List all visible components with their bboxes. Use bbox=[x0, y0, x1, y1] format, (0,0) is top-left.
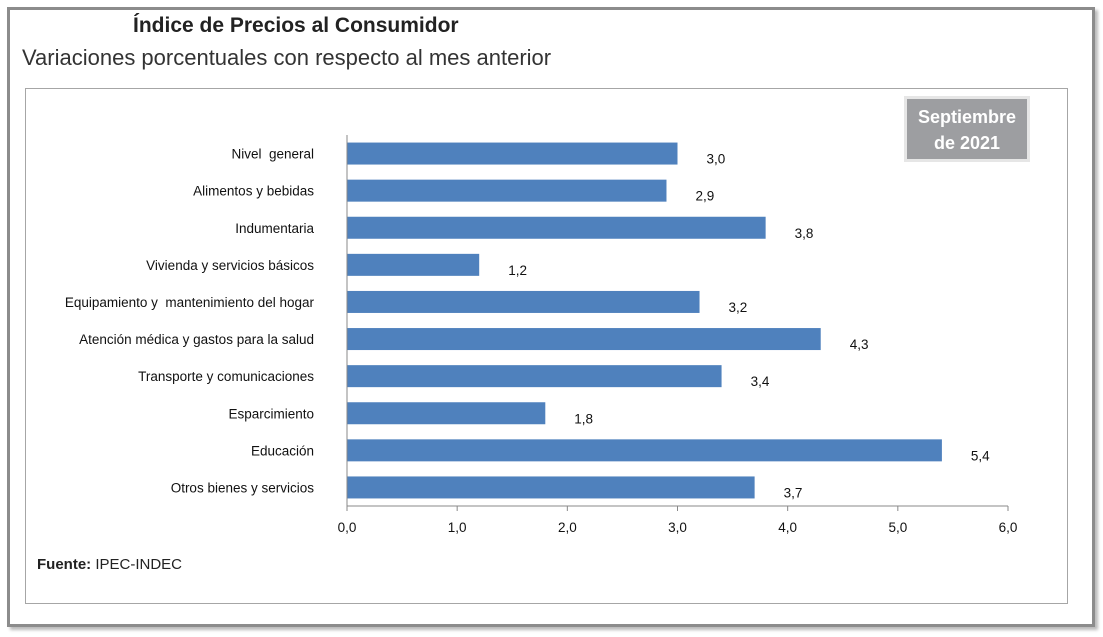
x-tick-label: 5,0 bbox=[888, 520, 907, 535]
date-badge: Septiembre de 2021 bbox=[904, 96, 1030, 162]
category-label: Alimentos y bebidas bbox=[193, 184, 314, 199]
source-label: Fuente: bbox=[37, 556, 92, 573]
data-label: 4,3 bbox=[850, 337, 869, 352]
data-label: 3,7 bbox=[784, 485, 803, 500]
source-value: IPEC-INDEC bbox=[95, 556, 183, 573]
data-label: 1,2 bbox=[508, 263, 527, 278]
category-label: Vivienda y servicios básicos bbox=[146, 258, 314, 273]
x-tick-label: 2,0 bbox=[558, 520, 577, 535]
category-label: Atención médica y gastos para la salud bbox=[79, 332, 314, 347]
x-tick-label: 1,0 bbox=[448, 520, 467, 535]
plot-frame bbox=[25, 88, 1068, 604]
category-label: Nivel general bbox=[231, 147, 314, 162]
data-label: 3,0 bbox=[707, 152, 726, 167]
data-label: 3,8 bbox=[795, 226, 814, 241]
bar bbox=[347, 476, 755, 499]
bar bbox=[347, 253, 480, 276]
chart-title: Índice de Precios al Consumidor bbox=[133, 14, 459, 37]
category-label: Esparcimiento bbox=[228, 406, 314, 421]
chart-subtitle: Variaciones porcentuales con respecto al… bbox=[22, 45, 552, 70]
bar bbox=[347, 365, 722, 388]
x-tick-label: 3,0 bbox=[668, 520, 687, 535]
data-label: 1,8 bbox=[574, 411, 593, 426]
data-label: 3,4 bbox=[751, 374, 770, 389]
bar bbox=[347, 142, 678, 165]
bar bbox=[347, 290, 700, 313]
category-label: Indumentaria bbox=[235, 221, 314, 236]
data-label: 5,4 bbox=[971, 448, 990, 463]
bar bbox=[347, 402, 546, 425]
category-label: Educación bbox=[251, 443, 314, 458]
data-label: 2,9 bbox=[695, 189, 714, 204]
outer-frame bbox=[7, 7, 1095, 627]
bar bbox=[347, 179, 667, 202]
source-note: Fuente: IPEC-INDEC bbox=[37, 556, 182, 573]
data-label: 3,2 bbox=[729, 300, 748, 315]
category-label: Transporte y comunicaciones bbox=[138, 369, 314, 384]
bar bbox=[347, 439, 942, 462]
bar bbox=[347, 216, 766, 239]
x-tick-label: 0,0 bbox=[338, 520, 357, 535]
category-label: Equipamiento y mantenimiento del hogar bbox=[65, 295, 315, 310]
bar bbox=[347, 328, 821, 351]
x-tick-label: 6,0 bbox=[999, 520, 1018, 535]
x-tick-label: 4,0 bbox=[778, 520, 797, 535]
category-label: Otros bienes y servicios bbox=[171, 480, 315, 495]
